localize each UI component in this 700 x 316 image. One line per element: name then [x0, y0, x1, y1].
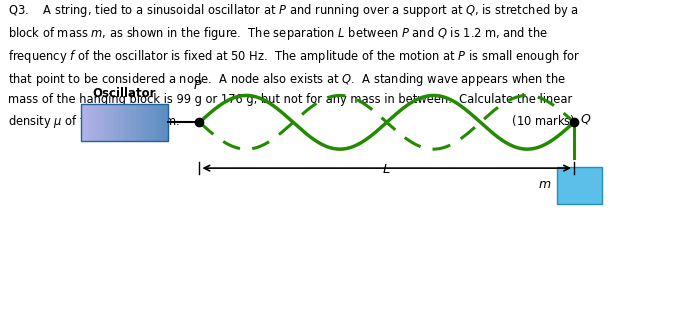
Bar — [92, 104, 96, 141]
Bar — [104, 104, 108, 141]
Bar — [80, 104, 84, 141]
Bar — [133, 104, 136, 141]
Bar — [145, 104, 148, 141]
Bar — [113, 104, 116, 141]
Text: $P$: $P$ — [193, 79, 203, 92]
Bar — [86, 104, 90, 141]
Bar — [118, 104, 122, 141]
Bar — [130, 104, 134, 141]
Bar — [136, 104, 139, 141]
Bar — [162, 104, 166, 141]
Text: $Q$: $Q$ — [580, 112, 591, 125]
Bar — [141, 104, 146, 141]
Bar — [90, 104, 93, 141]
Bar — [101, 104, 104, 141]
Bar — [98, 104, 102, 141]
Text: $L$: $L$ — [382, 162, 391, 176]
Bar — [139, 104, 143, 141]
Text: $m$: $m$ — [538, 178, 551, 191]
Bar — [165, 104, 169, 141]
Text: Q3.    A string, tied to a sinusoidal oscillator at $P$ and running over a suppo: Q3. A string, tied to a sinusoidal oscil… — [8, 2, 580, 130]
Text: Oscillator: Oscillator — [93, 87, 156, 100]
Bar — [153, 104, 157, 141]
Bar — [83, 104, 87, 141]
Bar — [150, 104, 154, 141]
Bar — [125, 104, 128, 141]
Bar — [80, 104, 168, 141]
Bar — [106, 104, 111, 141]
Bar — [148, 104, 151, 141]
Bar — [160, 104, 163, 141]
Bar — [116, 104, 119, 141]
Bar — [127, 104, 131, 141]
Bar — [110, 104, 113, 141]
Bar — [95, 104, 99, 141]
Bar — [156, 104, 160, 141]
Bar — [121, 104, 125, 141]
Bar — [556, 167, 602, 204]
